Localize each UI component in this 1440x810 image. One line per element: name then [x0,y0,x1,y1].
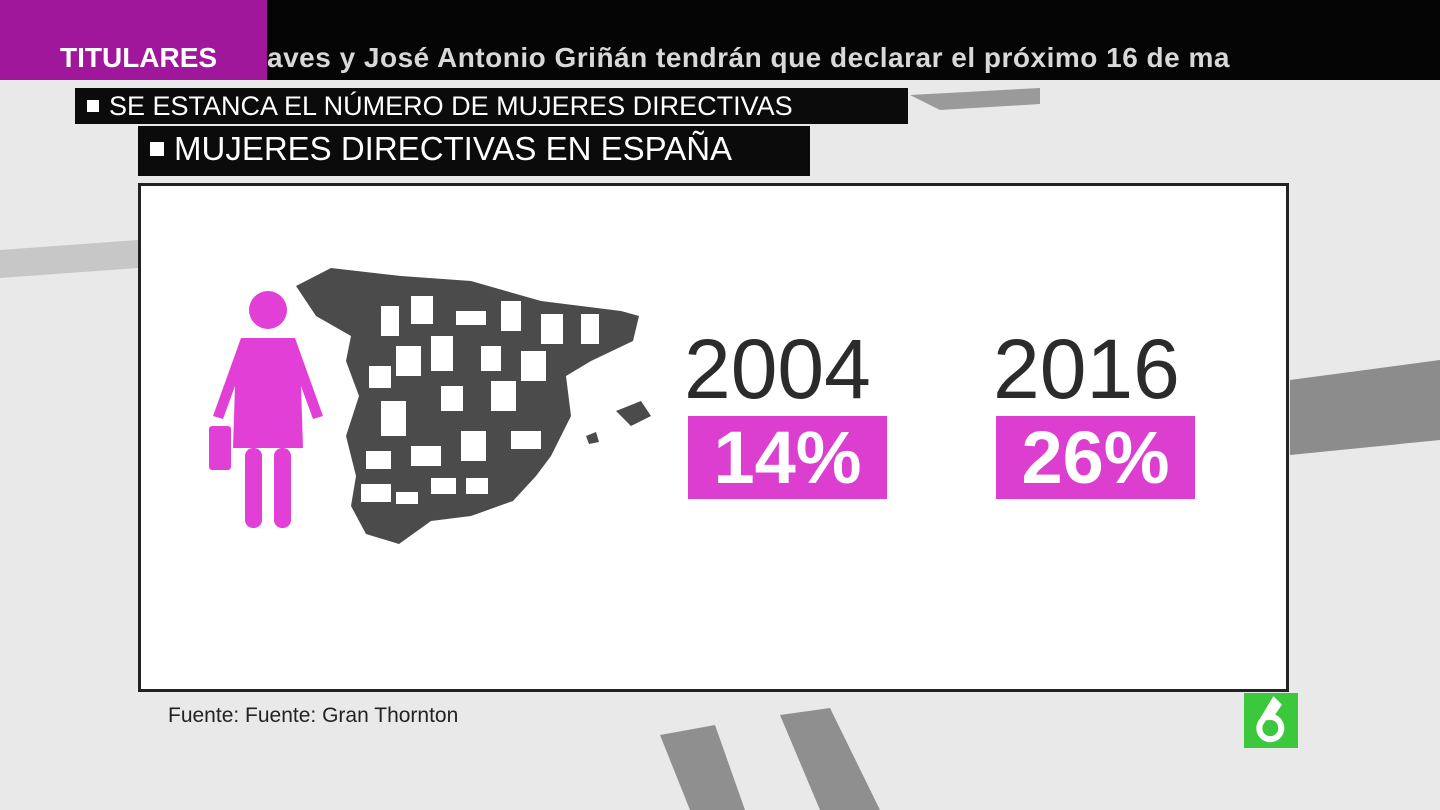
ticker-text: aves y José Antonio Griñán tendrán que d… [267,42,1230,73]
year: 2004 [684,322,871,416]
headline-box: SE ESTANCA EL NÚMERO DE MUJERES DIRECTIV… [75,88,908,124]
info-panel: 2004 14% 2016 26% [138,183,1289,692]
subheadline-box: MUJERES DIRECTIVAS EN ESPAÑA [138,126,810,176]
subheadline: MUJERES DIRECTIVAS EN ESPAÑA [174,130,733,167]
headline: SE ESTANCA EL NÚMERO DE MUJERES DIRECTIV… [109,91,793,121]
percentage: 14% [688,416,887,499]
ticker-bar: aves y José Antonio Griñán tendrán que d… [0,0,1440,80]
year: 2016 [993,322,1180,416]
source: Fuente: Fuente: Gran Thornton [168,704,459,727]
illustration [209,268,651,544]
channel-logo [1244,693,1298,748]
ticker-label-box: TITULARES [0,0,267,80]
percentage: 26% [996,416,1195,499]
ticker-label: TITULARES [60,42,218,73]
